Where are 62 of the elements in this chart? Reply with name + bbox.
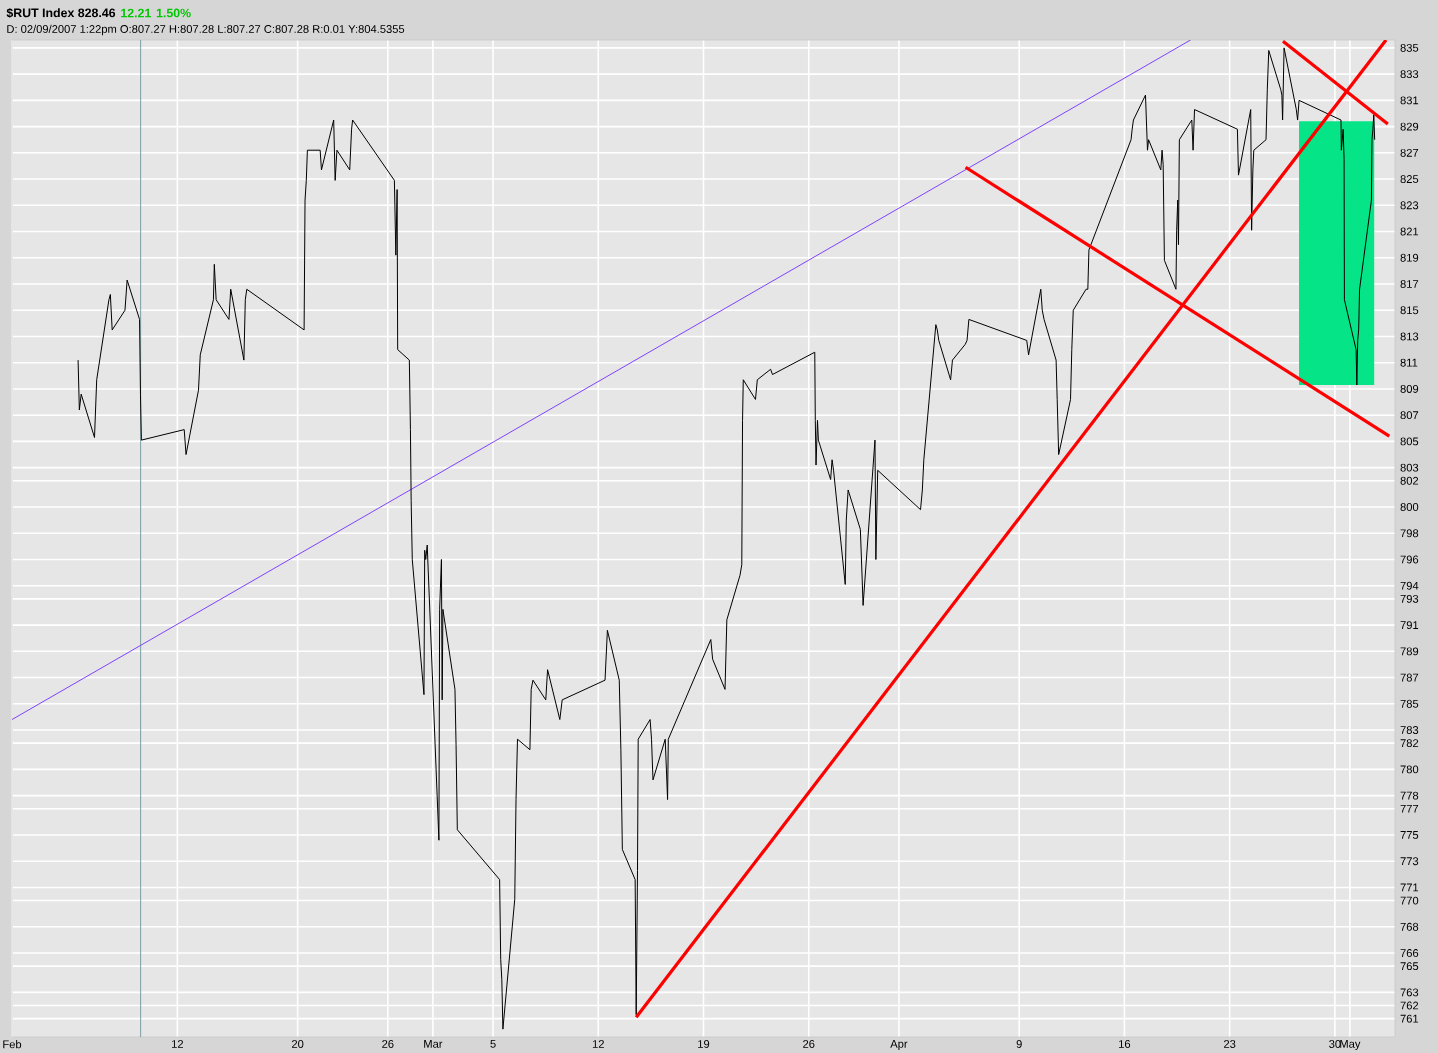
y-tick-label: 783	[1400, 726, 1419, 734]
text: 12.21	[121, 8, 151, 18]
x-tick-label: 26	[382, 1040, 394, 1048]
y-tick-label: 761	[1400, 1014, 1419, 1023]
y-tick-label: 815	[1400, 306, 1419, 315]
y-tick-label: 775	[1400, 831, 1419, 839]
y-tick-label: 785	[1400, 699, 1419, 708]
x-tick-label: 30	[1329, 1040, 1341, 1048]
x-tick-label: 20	[291, 1040, 304, 1048]
x-tick-label: Feb	[3, 1040, 22, 1049]
x-tick-label: 12	[172, 1040, 184, 1048]
y-tick-label: 805	[1400, 437, 1419, 446]
x-tick-label: 12	[592, 1040, 604, 1048]
y-tick-label: 789	[1400, 647, 1419, 656]
y-tick-label: 800	[1400, 503, 1419, 511]
y-tick-label: 762	[1400, 1001, 1419, 1010]
y-tick-label: 807	[1400, 411, 1419, 420]
x-tick-label: May	[1340, 1040, 1361, 1051]
y-tick-label: 821	[1400, 227, 1419, 236]
line-series	[77, 47, 1376, 1030]
y-tick-label: 768	[1400, 922, 1419, 931]
text: 1.50%	[156, 8, 191, 18]
y-tick-label: 803	[1400, 463, 1419, 472]
y-tick-label: 819	[1400, 253, 1419, 262]
y-tick-label: 811	[1400, 358, 1418, 367]
y-tick-label: 813	[1400, 332, 1419, 341]
y-tick-label: 802	[1400, 476, 1419, 485]
y-tick-label: 766	[1400, 949, 1419, 957]
y-tick-label: 825	[1400, 175, 1419, 183]
y-tick-label: 773	[1400, 857, 1419, 866]
y-tick-label: 796	[1400, 555, 1419, 564]
y-tick-label: 793	[1400, 594, 1419, 603]
x-tick-label: 19	[698, 1040, 710, 1048]
y-tick-label: 794	[1400, 581, 1419, 590]
x-tick-label: 5	[490, 1040, 496, 1048]
y-tick-label: 782	[1400, 739, 1419, 748]
y-tick-label: 823	[1400, 201, 1419, 210]
chart-subtitle: D: 02/09/2007 1:22pm O:807.27 H:807.28 L:807.27 C:807.28 R:0.01 Y:804.5355	[7, 24, 405, 36]
y-tick-label: 831	[1400, 96, 1419, 105]
chart-title: $RUT Index 828.46	[6, 7, 116, 19]
x-tick-label: 9	[1016, 1040, 1022, 1048]
y-tick-label: 778	[1400, 791, 1419, 800]
y-tick-label: 798	[1400, 529, 1419, 538]
x-tick-label: Mar	[424, 1040, 443, 1048]
y-tick-label: 829	[1400, 122, 1419, 131]
y-tick-label: 787	[1400, 673, 1419, 682]
y-tick-label: 765	[1400, 962, 1419, 971]
y-tick-label: 763	[1400, 988, 1419, 997]
x-tick-label: 23	[1224, 1040, 1236, 1048]
y-tick-label: 777	[1400, 804, 1419, 813]
x-tick-label: Apr	[890, 1040, 908, 1051]
y-tick-label: 770	[1400, 896, 1419, 905]
x-tick-label: 26	[803, 1040, 815, 1048]
y-tick-label: 817	[1400, 280, 1419, 288]
y-tick-label: 827	[1400, 148, 1419, 157]
y-tick-label: 780	[1400, 765, 1419, 774]
y-tick-label: 791	[1400, 621, 1419, 630]
x-tick-label: 16	[1119, 1040, 1131, 1048]
y-tick-label: 771	[1400, 883, 1419, 892]
y-tick-label: 809	[1400, 385, 1419, 393]
y-tick-label: 835	[1400, 43, 1419, 52]
y-tick-label: 833	[1400, 70, 1419, 79]
